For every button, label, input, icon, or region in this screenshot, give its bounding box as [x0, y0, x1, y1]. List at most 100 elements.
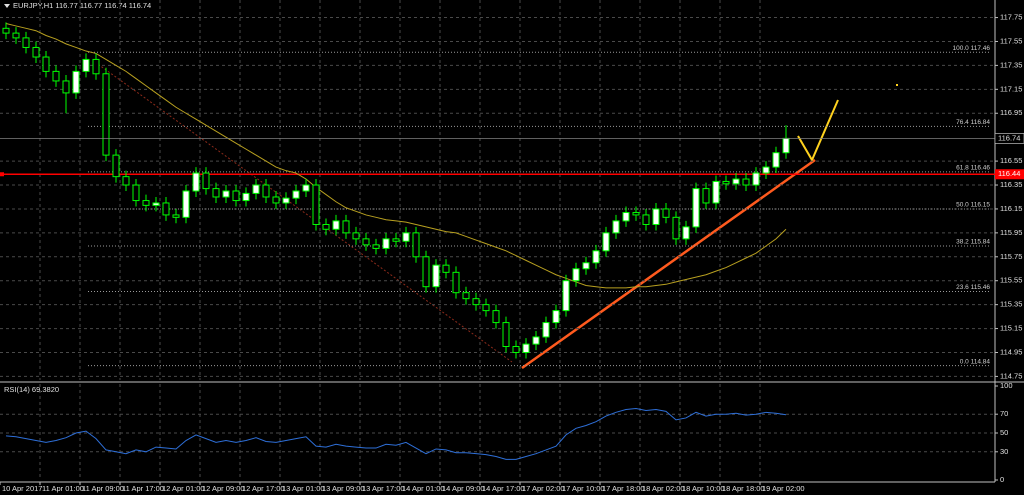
y-tick-label: 116.15 — [1000, 204, 1022, 213]
candle-body — [602, 232, 610, 252]
candle-body — [772, 152, 780, 168]
y-tick-label: 114.75 — [1000, 371, 1022, 380]
candle-body — [722, 180, 730, 185]
rsi-y-tick-label: 100 — [1000, 381, 1013, 390]
candle-body — [712, 180, 720, 204]
candle-body — [82, 58, 90, 72]
y-tick-label: 116.35 — [1000, 180, 1022, 189]
symbol-icon — [4, 4, 10, 8]
candle-body — [782, 137, 790, 154]
y-tick-label: 115.75 — [1000, 252, 1022, 261]
candle-body — [32, 46, 40, 58]
candle-body — [212, 188, 220, 198]
candle-body — [52, 70, 60, 82]
candle-body — [762, 166, 770, 174]
rsi-label: RSI(14) 69.3820 — [4, 385, 59, 394]
hline-start-marker — [0, 172, 4, 177]
candle-body — [402, 232, 410, 242]
candle-body — [42, 56, 50, 72]
candle-body — [752, 172, 760, 186]
y-tick-label: 115.95 — [1000, 228, 1022, 237]
candle-body — [412, 232, 420, 258]
candle-body — [372, 244, 380, 249]
candle-body — [622, 212, 630, 222]
candle-body — [322, 223, 330, 230]
candle-body — [382, 238, 390, 249]
candle-body — [332, 220, 340, 230]
x-tick-label: 10 Apr 2017 — [2, 484, 42, 493]
candle-body — [342, 220, 350, 234]
candle-body — [522, 343, 530, 353]
x-tick-label: 12 Apr 09:00 — [202, 484, 245, 493]
candle-body — [442, 264, 450, 273]
y-tick-label: 115.15 — [1000, 324, 1022, 333]
candle-body — [252, 184, 260, 194]
moving-average — [5, 23, 787, 289]
candle-body — [182, 190, 190, 218]
candle-body — [232, 190, 240, 202]
last-price-label: 116.74 — [998, 133, 1020, 142]
y-tick-label: 116.95 — [1000, 108, 1022, 117]
candle-body — [512, 346, 520, 353]
candle-body — [632, 212, 640, 216]
candle-body — [222, 190, 230, 198]
x-tick-label: 11 Apr 09:00 — [82, 484, 124, 493]
candle-body — [592, 250, 600, 264]
candle-body — [102, 73, 110, 156]
candle-body — [122, 176, 130, 186]
candle-body — [502, 322, 510, 348]
fib-label: 61.8 116.46 — [956, 165, 990, 172]
rsi-y-tick-label: 70 — [1000, 409, 1008, 418]
horizontal-level-label: 116.44 — [998, 169, 1020, 178]
x-tick-label: 13 Apr 09:00 — [322, 484, 365, 493]
candle-body — [142, 200, 150, 206]
candle-body — [192, 172, 200, 192]
candle-body — [642, 214, 650, 225]
fib-label: 100.0 117.46 — [953, 45, 991, 52]
chart-title: EURJPY,H1 116.77 116.77 116.74 116.74 — [13, 1, 151, 10]
y-tick-label: 114.95 — [1000, 347, 1022, 356]
candle-body — [612, 220, 620, 234]
marker-dot — [896, 84, 898, 86]
candle-body — [532, 336, 540, 345]
panes — [0, 0, 1024, 483]
candle-body — [302, 184, 310, 192]
candle-body — [92, 58, 100, 75]
candle-body — [352, 232, 360, 240]
x-tick-label: 17 Apr 18:00 — [602, 484, 645, 493]
candle-body — [742, 178, 750, 186]
fib-trend-line — [94, 61, 513, 363]
y-tick-label: 115.35 — [1000, 300, 1022, 309]
fib-label: 0.0 114.84 — [960, 358, 991, 365]
x-tick-label: 11 Apr 17:00 — [122, 484, 164, 493]
candle-body — [242, 192, 250, 202]
candle-body — [552, 310, 560, 324]
candle-body — [702, 188, 710, 204]
candle-body — [2, 27, 10, 34]
rsi-y-tick-label: 50 — [1000, 428, 1008, 437]
candle-body — [272, 196, 280, 204]
candle-body — [672, 216, 680, 240]
x-tick-label: 11 Apr 01:00 — [42, 484, 84, 493]
candle-body — [452, 271, 460, 294]
trend-line — [521, 158, 816, 370]
candle-body — [432, 264, 440, 288]
candle-body — [542, 322, 550, 338]
candle-body — [162, 202, 170, 216]
y-tick-label: 117.35 — [1000, 60, 1022, 69]
candle-body — [692, 188, 700, 228]
candle-body — [202, 172, 210, 190]
candle-body — [662, 208, 670, 218]
candle-body — [292, 190, 300, 199]
y-tick-label: 117.55 — [1000, 36, 1022, 45]
candle-body — [492, 310, 500, 324]
x-tick-label: 12 Apr 01:00 — [162, 484, 205, 493]
candle-body — [282, 197, 290, 204]
candle-body — [72, 70, 80, 94]
candle-body — [362, 238, 370, 246]
x-tick-label: 13 Apr 01:00 — [282, 484, 325, 493]
candle-body — [422, 256, 430, 288]
projection-arrow — [797, 99, 839, 163]
